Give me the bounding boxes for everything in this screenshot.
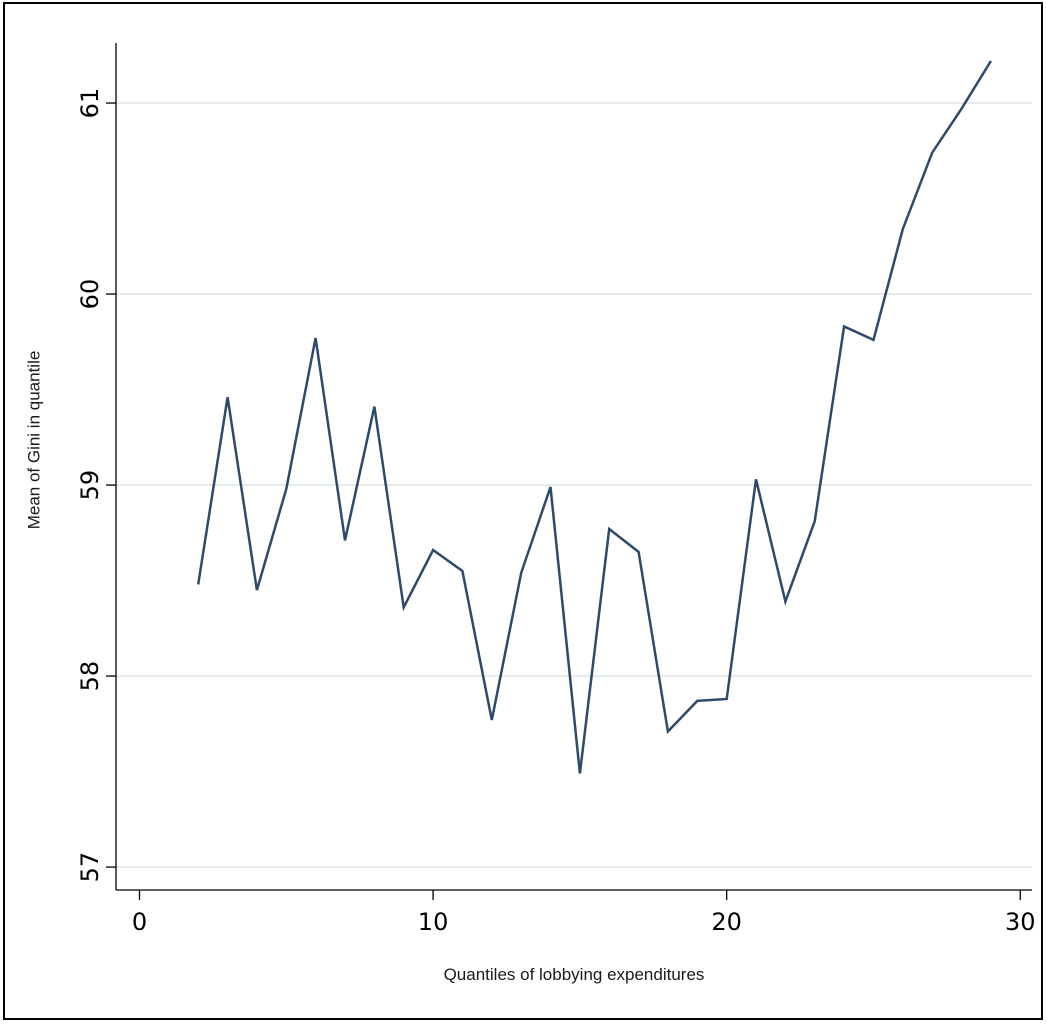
- data-point-25: [872, 339, 874, 341]
- data-point-8: [373, 406, 375, 408]
- x-tick-label-10: 10: [418, 908, 449, 936]
- data-point-15: [579, 772, 581, 774]
- data-point-16: [608, 528, 610, 530]
- axes: [115, 43, 1032, 891]
- x-tick-label-30: 30: [1005, 908, 1036, 936]
- x-tick-label-0: 0: [132, 908, 147, 936]
- series-layer: [196, 60, 992, 774]
- y-tick-label-57: 57: [76, 852, 104, 883]
- data-point-19: [696, 700, 698, 702]
- data-point-17: [638, 551, 640, 553]
- data-point-7: [344, 539, 346, 541]
- data-point-26: [902, 228, 904, 230]
- data-point-27: [931, 152, 933, 154]
- data-point-3: [227, 396, 229, 398]
- y-tick-label-60: 60: [76, 279, 104, 310]
- data-points: [197, 60, 992, 774]
- data-point-28: [961, 108, 963, 110]
- gini-series-line: [196, 60, 992, 774]
- data-point-18: [667, 730, 669, 732]
- data-point-14: [550, 486, 552, 488]
- grid-lines: [116, 102, 1032, 869]
- data-point-22: [784, 601, 786, 603]
- data-point-12: [491, 719, 493, 721]
- data-point-9: [403, 606, 405, 608]
- y-tick-label-61: 61: [76, 88, 104, 119]
- data-point-5: [285, 488, 287, 490]
- data-point-6: [315, 337, 317, 339]
- data-point-11: [461, 570, 463, 572]
- data-point-29: [990, 60, 992, 62]
- y-axis-title: Mean of Gini in quantile: [25, 351, 44, 530]
- figure-frame: [3, 2, 1043, 1020]
- data-point-20: [726, 698, 728, 700]
- data-point-2: [197, 583, 199, 585]
- data-point-21: [755, 478, 757, 480]
- x-tick-label-20: 20: [711, 908, 742, 936]
- data-point-10: [432, 549, 434, 551]
- y-tick-label-58: 58: [76, 661, 104, 692]
- data-point-4: [256, 589, 258, 591]
- data-point-24: [843, 326, 845, 328]
- data-point-23: [814, 520, 816, 522]
- y-tick-label-59: 59: [76, 470, 104, 501]
- tick-marks: 57 58 59 60 61 0 10 20 30: [76, 88, 1036, 936]
- data-point-13: [520, 572, 522, 574]
- x-axis-title: Quantiles of lobbying expenditures: [444, 965, 705, 984]
